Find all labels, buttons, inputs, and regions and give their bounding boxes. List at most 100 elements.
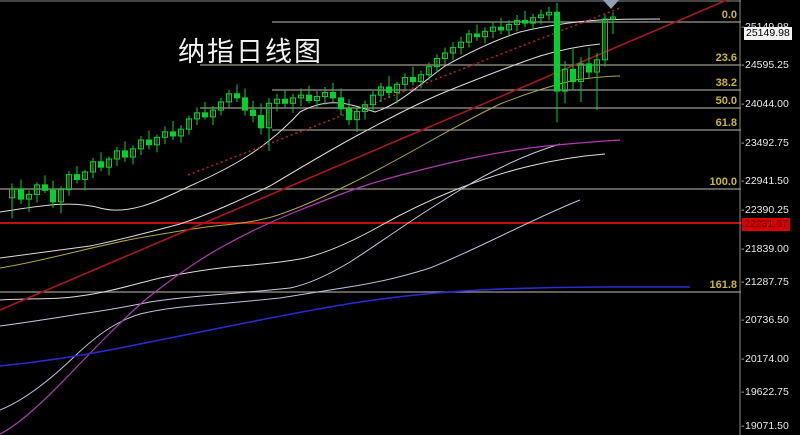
cursor-marker-icon: [603, 0, 619, 9]
bollinger-upper-line: [0, 18, 661, 213]
candlestick: [378, 82, 384, 102]
candlestick: [530, 13, 536, 30]
tick-mark: -: [741, 98, 745, 110]
candlestick: [218, 97, 224, 116]
tick-mark: -: [741, 353, 745, 365]
candlestick: [170, 120, 176, 141]
candlestick: [314, 91, 320, 109]
price-axis-tick: -22941.50: [741, 176, 789, 187]
tick-mark: -: [741, 243, 745, 255]
fibonacci-label: 161.8: [709, 279, 737, 291]
candlestick: [130, 145, 136, 165]
tick-label: 19071.50: [745, 420, 789, 432]
candlestick: [274, 93, 280, 112]
candlestick: [98, 152, 104, 172]
tick-label: 22390.25: [745, 204, 789, 216]
candlestick: [546, 6, 552, 21]
price-axis-tick: -24595.25: [741, 59, 789, 71]
candlestick: [26, 190, 32, 213]
price-axis-tick: -24044.00: [741, 98, 789, 110]
candlestick: [594, 53, 600, 111]
candlestick: [202, 101, 208, 120]
tick-mark: -: [741, 276, 745, 288]
fibonacci-lines-group: [0, 21, 741, 293]
price-chart-svg: [0, 0, 741, 435]
candlestick: [82, 169, 88, 191]
candlestick: [42, 175, 48, 194]
candlestick: [482, 27, 488, 44]
candlestick: [162, 126, 168, 145]
fibonacci-label: 0.0: [721, 9, 737, 21]
candlestick: [466, 29, 472, 48]
moving-average-blue-line: [0, 286, 690, 367]
candlestick: [346, 99, 352, 126]
candlestick: [74, 165, 80, 184]
candlestick: [570, 48, 576, 90]
last-price-tag: 25149.98: [744, 27, 792, 40]
candlestick: [370, 91, 376, 111]
candlestick: [578, 57, 584, 102]
tick-label: 23492.75: [745, 137, 789, 149]
tick-label: 24595.25: [745, 59, 789, 71]
fibonacci-label: 61.8: [715, 117, 737, 129]
candlestick: [490, 21, 496, 39]
candlestick: [426, 62, 432, 81]
candlestick: [122, 141, 128, 162]
price-axis-tick: -21839.00: [741, 243, 789, 255]
candlestick: [338, 88, 344, 116]
price-axis-tick: -20736.50: [741, 314, 789, 326]
candlestick: [154, 134, 160, 153]
candlestick: [178, 125, 184, 143]
candlestick: [194, 107, 200, 126]
price-axis-tick: -22390.25: [741, 204, 789, 216]
candlestick: [330, 82, 336, 102]
fibonacci-label: 38.2: [715, 77, 737, 89]
candlestick: [258, 103, 264, 135]
chart-plot-area[interactable]: 纳指日线图 0.0 23.6 38.2 50.0 61.8 100.0 161.8: [0, 0, 741, 435]
candlestick: [442, 47, 448, 66]
candlestick: [602, 14, 608, 67]
cursor-price-tag: 22231.67: [742, 218, 790, 231]
candlestick: [498, 17, 504, 34]
moving-average-light-line: [0, 199, 581, 411]
bollinger-mid-white-line: [0, 43, 601, 259]
trendline-dotted-red: [187, 7, 621, 176]
tick-mark: -: [741, 204, 745, 216]
fibonacci-label: 50.0: [715, 95, 737, 107]
tick-mark: -: [741, 420, 745, 432]
tick-mark: -: [741, 314, 745, 326]
price-axis-tick: -19071.50: [741, 420, 789, 432]
tick-label: 20174.00: [745, 353, 789, 365]
candlestick: [186, 115, 192, 135]
candlestick: [522, 10, 528, 28]
candlestick: [362, 100, 368, 120]
moving-average-magenta-line: [0, 139, 621, 435]
candlestick: [106, 156, 112, 176]
candlestick: [474, 24, 480, 41]
moving-average-long-white-line: [0, 143, 561, 327]
candlestick-series: [9, 2, 616, 219]
candlestick: [586, 47, 592, 79]
candlestick: [66, 171, 72, 196]
bollinger-lower-line: [0, 153, 606, 301]
candlestick: [34, 182, 40, 203]
candlestick: [290, 93, 296, 113]
candlestick: [450, 42, 456, 60]
candlestick: [58, 186, 64, 214]
candlestick: [554, 2, 560, 123]
tick-label: 20736.50: [745, 314, 789, 326]
candlestick: [18, 179, 24, 204]
tick-mark: -: [741, 137, 745, 149]
candlestick: [146, 130, 152, 150]
candlestick: [458, 36, 464, 55]
moving-average-olive-line: [0, 75, 621, 269]
candlestick: [9, 183, 15, 219]
candlestick: [538, 9, 544, 25]
candlestick: [138, 135, 144, 155]
candlestick: [242, 88, 248, 116]
candlestick: [610, 12, 616, 34]
tick-mark: -: [741, 386, 745, 398]
candlestick: [562, 61, 568, 104]
candlestick: [506, 20, 512, 37]
